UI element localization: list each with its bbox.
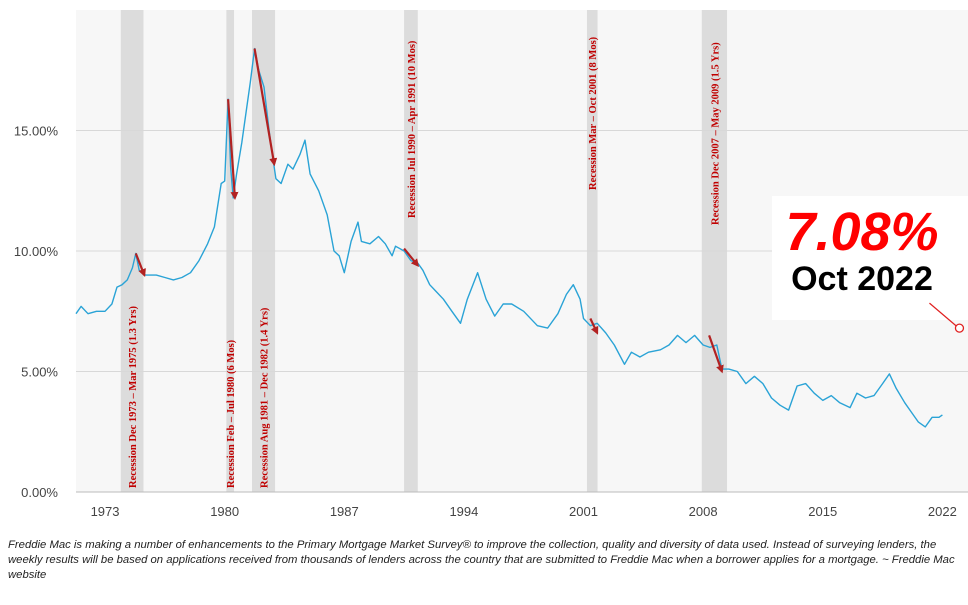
mortgage-rate-line <box>75 47 943 428</box>
recession-arrow <box>403 247 420 268</box>
x-tick-label: 2015 <box>808 504 837 519</box>
y-tick-label: 15.00% <box>14 124 59 139</box>
recession-label: Recession Dec 2007 – May 2009 (1.5 Yrs) <box>710 42 721 225</box>
callout-date: Oct 2022 <box>791 260 933 298</box>
footnote: Freddie Mac is making a number of enhanc… <box>8 539 955 581</box>
recession-label: Recession Aug 1981 – Dec 1982 (1.4 Yrs) <box>260 307 271 488</box>
recession-arrow <box>134 253 146 277</box>
x-tick-label: 1980 <box>210 504 239 519</box>
y-tick-label: 10.00% <box>14 244 59 259</box>
recession-arrow <box>708 334 724 374</box>
x-tick-label: 2022 <box>928 504 957 519</box>
callout-leader-line <box>929 302 957 327</box>
x-tick-label: 1994 <box>449 504 478 519</box>
x-tick-label: 1973 <box>91 504 120 519</box>
y-tick-label: 0.00% <box>21 485 58 500</box>
callout-value: 7.08% <box>785 202 938 262</box>
callout-backdrop <box>772 196 968 320</box>
recession-arrows <box>134 48 724 374</box>
mortgage-rate-chart: 0.00% 5.00% 10.00% 15.00% 1973 1980 1987 1994 2… <box>14 10 968 519</box>
recession-labels: Recession Dec 1973 – Mar 1975 (1.3 Yrs) R… <box>128 36 721 488</box>
x-tick-label: 1987 <box>330 504 359 519</box>
y-axis-ticks: 0.00% 5.00% 10.00% 15.00% <box>14 124 59 501</box>
recession-label: Recession Mar – Oct 2001 (8 Mos) <box>588 36 599 190</box>
x-tick-label: 2001 <box>569 504 598 519</box>
x-tick-label: 2008 <box>689 504 718 519</box>
recession-arrow <box>253 48 278 167</box>
recession-label: Recession Feb – Jul 1980 (6 Mos) <box>226 339 237 488</box>
callout-marker <box>954 323 965 333</box>
y-tick-label: 5.00% <box>21 365 58 380</box>
recession-arrow <box>226 99 239 200</box>
recession-label: Recession Dec 1973 – Mar 1975 (1.3 Yrs) <box>128 306 139 488</box>
recession-label: Recession Jul 1990 – Apr 1991 (10 Mos) <box>407 40 418 218</box>
recession-arrow <box>589 318 599 335</box>
x-axis-ticks: 1973 1980 1987 1994 2001 2008 2015 2022 <box>91 504 957 519</box>
